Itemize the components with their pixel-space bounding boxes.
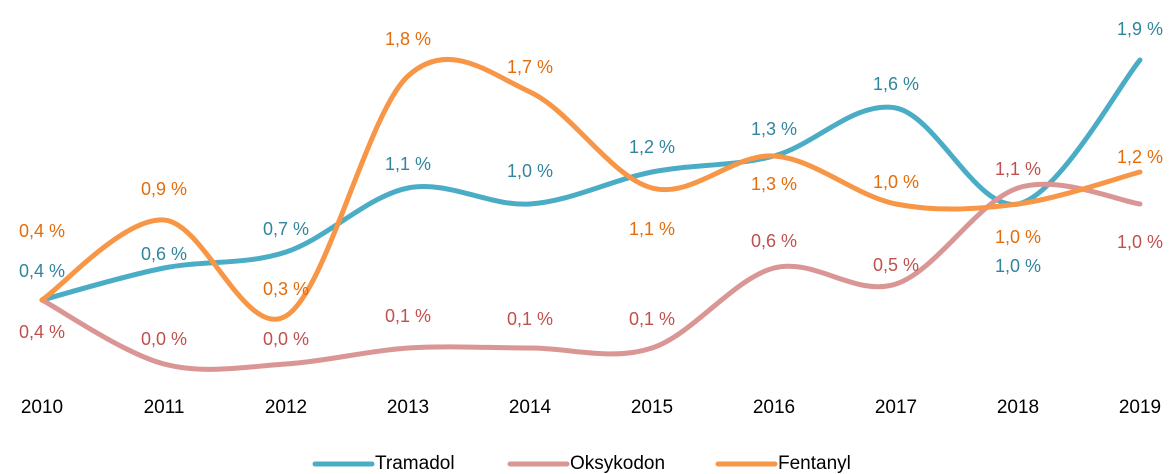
value-label: 1,1 % — [385, 154, 431, 174]
value-label: 1,0 % — [995, 227, 1041, 247]
value-label: 0,4 % — [19, 322, 65, 342]
value-label: 0,1 % — [507, 309, 553, 329]
x-tick-label: 2016 — [753, 397, 795, 418]
value-label: 0,0 % — [141, 329, 187, 349]
x-tick-label: 2018 — [997, 397, 1039, 418]
x-tick-label: 2015 — [631, 397, 673, 418]
value-label: 0,5 % — [873, 255, 919, 275]
value-label: 1,7 % — [507, 57, 553, 77]
value-label: 1,0 % — [873, 172, 919, 192]
x-tick-label: 2017 — [875, 397, 917, 418]
legend-label: Fentanyl — [778, 453, 851, 474]
value-label: 0,7 % — [263, 219, 309, 239]
x-tick-label: 2011 — [144, 397, 185, 418]
x-tick-label: 2012 — [265, 397, 307, 418]
value-label: 1,0 % — [1117, 232, 1163, 252]
x-tick-label: 2019 — [1119, 397, 1161, 418]
x-tick-label: 2013 — [387, 397, 429, 418]
x-tick-label: 2010 — [21, 397, 63, 418]
value-label: 1,1 % — [629, 219, 675, 239]
value-label: 0,6 % — [141, 244, 187, 264]
value-label: 1,2 % — [1117, 147, 1163, 167]
value-label: 0,6 % — [751, 231, 797, 251]
x-tick-label: 2014 — [509, 397, 552, 418]
legend-label: Tramadol — [375, 453, 455, 474]
value-label: 0,9 % — [141, 179, 187, 199]
series-line — [39, 57, 1143, 303]
value-label: 1,1 % — [995, 159, 1041, 179]
value-label: 0,1 % — [385, 306, 431, 326]
value-label: 1,0 % — [507, 161, 553, 181]
value-label: 1,9 % — [1117, 19, 1163, 39]
value-label: 1,3 % — [751, 119, 797, 139]
series-line — [39, 181, 1143, 372]
value-label: 0,3 % — [263, 279, 309, 299]
value-label: 0,4 % — [19, 261, 65, 281]
series-line — [39, 56, 1143, 322]
value-label: 1,3 % — [751, 174, 797, 194]
value-label: 1,8 % — [385, 29, 431, 49]
value-label: 1,6 % — [873, 74, 919, 94]
value-label: 1,0 % — [995, 256, 1041, 276]
value-label: 0,1 % — [629, 309, 675, 329]
legend-label: Oksykodon — [570, 453, 665, 474]
value-label: 1,2 % — [629, 137, 675, 157]
value-label: 0,4 % — [19, 221, 65, 241]
value-label: 0,0 % — [263, 329, 309, 349]
